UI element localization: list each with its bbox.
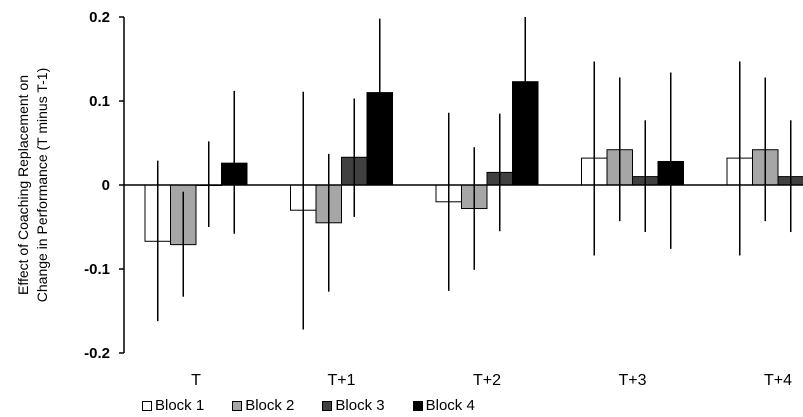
y-tick-label: 0 (102, 177, 110, 194)
y-tick-label: 0.2 (89, 9, 110, 26)
y-tick-label: 0.1 (89, 93, 110, 110)
legend-swatch-block-4 (412, 400, 423, 411)
legend-swatch-block-3 (322, 400, 333, 411)
x-category-label: T+4 (764, 372, 792, 389)
legend-item-block-3: Block 3 (322, 397, 385, 414)
x-category-label: T+1 (327, 372, 355, 389)
x-category-label: T+2 (473, 372, 501, 389)
y-tick-label: -0.1 (84, 261, 110, 278)
error-bars (157, 17, 792, 330)
y-tick-label: -0.2 (84, 345, 110, 362)
legend: Block 1 Block 2 Block 3 Block 4 (142, 397, 475, 414)
legend-item-block-4: Block 4 (412, 397, 475, 414)
legend-label-block-4: Block 4 (425, 397, 475, 414)
legend-label-block-2: Block 2 (245, 397, 295, 414)
y-ticks: 0.2 0.1 0 -0.1 -0.2 (84, 9, 124, 362)
legend-label-block-3: Block 3 (335, 397, 385, 414)
legend-item-block-1: Block 1 (142, 397, 204, 414)
legend-swatch-block-2 (232, 400, 243, 411)
x-category-label: T (191, 372, 201, 389)
legend-swatch-block-1 (142, 400, 152, 411)
legend-label-block-1: Block 1 (155, 397, 205, 414)
y-axis-label-line-2: Change in Performance (T minus T-1) (34, 68, 50, 302)
chart: Effect of Coaching Replacement on Change… (15, 9, 803, 389)
category-labels: T T+1 T+2 T+3 T+4 (191, 372, 792, 389)
legend-item-block-2: Block 2 (232, 397, 294, 414)
x-category-label: T+3 (618, 372, 646, 389)
y-axis-label-line-1: Effect of Coaching Replacement on (15, 75, 31, 295)
